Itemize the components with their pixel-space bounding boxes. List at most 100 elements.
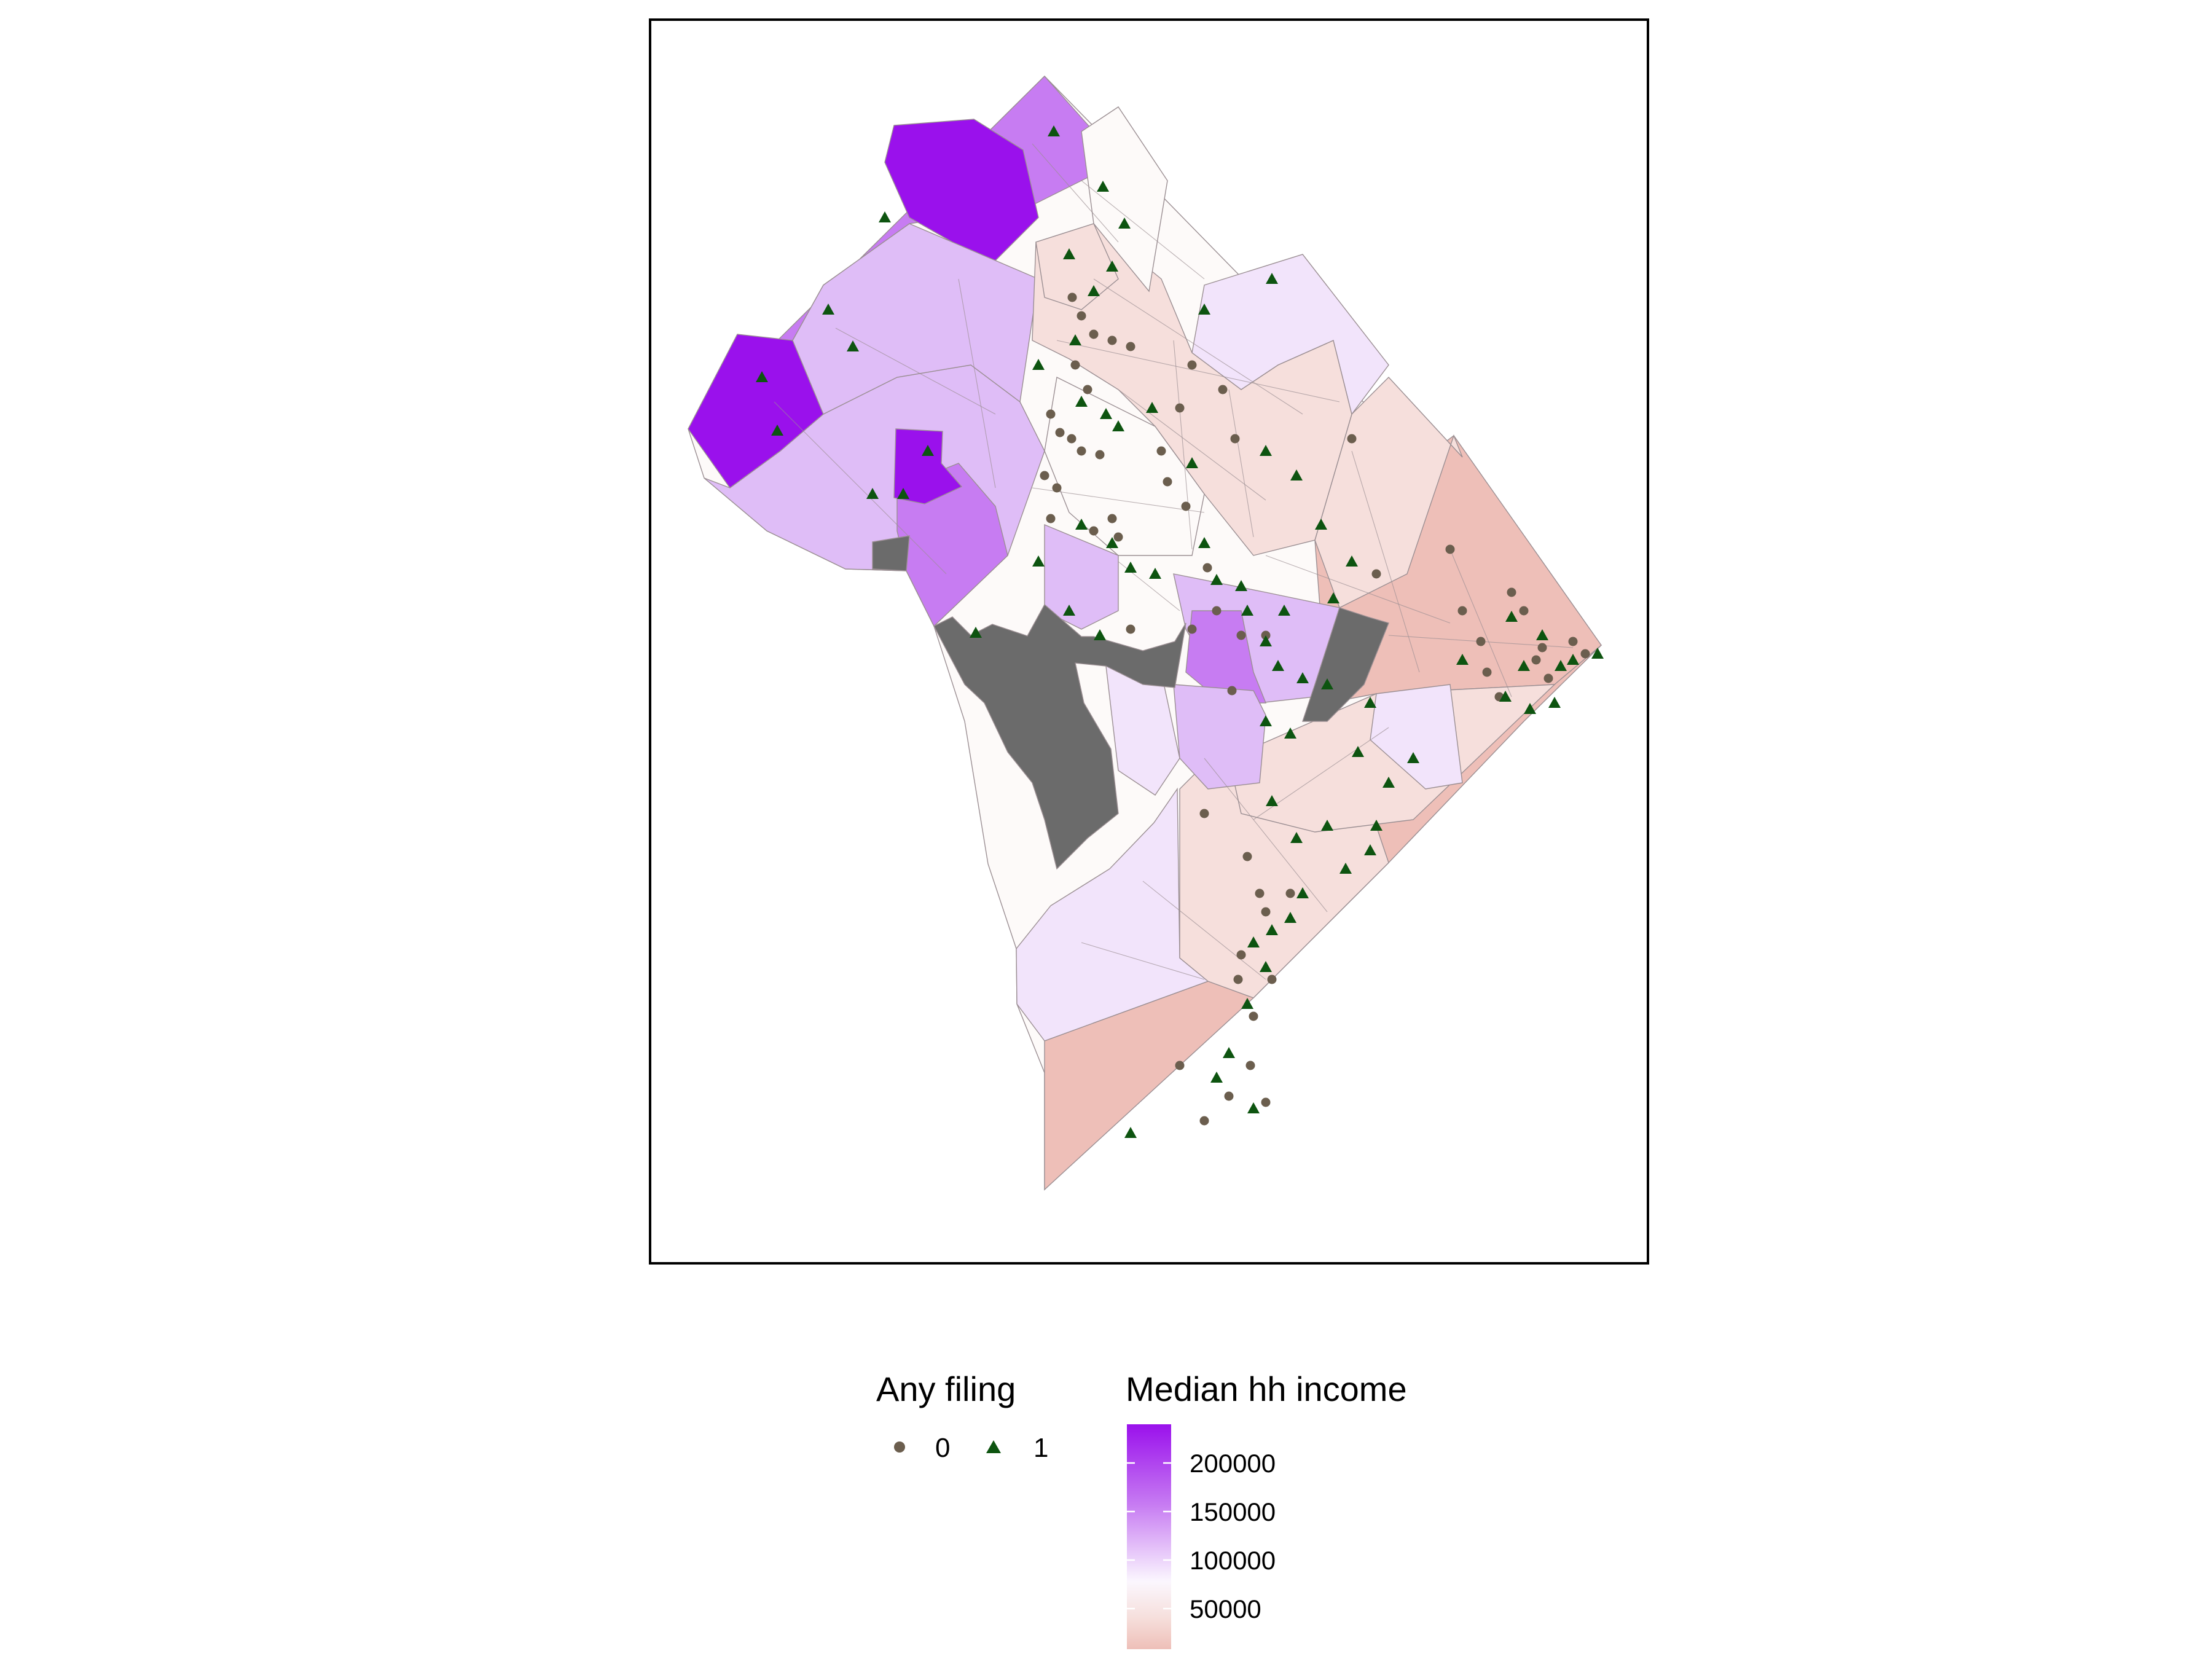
filing-point-1	[1266, 795, 1278, 806]
filing-point-0	[1261, 907, 1271, 917]
filing-point-1	[1210, 1072, 1223, 1083]
filing-point-1	[1407, 752, 1419, 763]
filing-point-1	[1290, 469, 1303, 480]
filing-point-0	[1236, 950, 1246, 960]
filing-point-0	[1040, 471, 1049, 480]
filing-point-1	[1548, 697, 1561, 708]
filing-point-0	[1113, 532, 1123, 542]
filing-point-1	[1124, 1127, 1137, 1138]
filing-point-0	[1267, 975, 1277, 984]
filing-point-0	[1537, 643, 1547, 653]
filing-point-0	[1089, 329, 1099, 339]
filing-point-1	[1266, 273, 1278, 284]
tract-nw-white-cells	[1081, 106, 1168, 292]
filing-point-0	[1227, 686, 1237, 696]
filing-point-0	[1107, 335, 1117, 345]
filing-point-0	[1218, 385, 1228, 394]
filing-point-1	[1266, 924, 1278, 935]
filing-point-1	[1370, 820, 1382, 831]
tract-se-river-purple	[1185, 610, 1267, 704]
filing-point-0	[1476, 637, 1486, 646]
filing-point-1	[1278, 605, 1290, 616]
filing-point-0	[1249, 1011, 1258, 1021]
filing-point-1	[1321, 820, 1333, 831]
tract-border-line	[1093, 278, 1303, 415]
tract-border-line	[1056, 340, 1340, 402]
filing-point-0	[1046, 514, 1056, 524]
filing-point-0	[1242, 852, 1252, 861]
filing-point-0	[1199, 809, 1209, 818]
filing-point-0	[1187, 624, 1197, 634]
filing-point-1	[1290, 832, 1303, 843]
tract-brightwood	[1035, 223, 1119, 310]
filing-point-1	[1260, 635, 1272, 646]
legend-filing-label-1: 1	[1033, 1433, 1049, 1463]
tract-border-line	[1265, 555, 1451, 624]
income-colorbar-fill	[1127, 1424, 1171, 1649]
filing-point-0	[1255, 888, 1265, 898]
tract-border-line	[958, 278, 996, 488]
filing-point-1	[1346, 555, 1358, 567]
filing-point-1	[1339, 863, 1352, 874]
filing-point-1	[1518, 660, 1530, 671]
filing-point-1	[1032, 359, 1045, 370]
filing-point-0	[1187, 360, 1197, 370]
filing-point-0	[1347, 434, 1357, 444]
filing-point-1	[1241, 605, 1253, 616]
filing-point-1	[1235, 580, 1247, 591]
filing-point-0	[1077, 446, 1086, 456]
filing-point-0	[1156, 446, 1166, 456]
filing-point-0	[1507, 587, 1516, 597]
legend-filing-keys	[894, 1440, 1001, 1453]
filing-point-1	[1146, 402, 1158, 413]
filing-point-1	[1100, 408, 1112, 419]
tract-missing-water	[933, 603, 1186, 870]
filing-point-1	[1198, 304, 1210, 315]
filing-point-1	[1296, 887, 1309, 898]
tract-border-line	[1204, 758, 1328, 912]
filing-point-1	[1094, 629, 1106, 640]
filing-point-0	[1519, 606, 1529, 616]
tract-border-line	[1142, 880, 1266, 980]
filing-point-0	[1126, 624, 1135, 634]
filing-point-0	[1070, 360, 1080, 370]
tract-east-light	[1370, 684, 1463, 790]
filing-point-1	[1296, 672, 1309, 683]
filing-point-1	[1124, 562, 1137, 573]
filing-point-1	[1382, 777, 1395, 788]
filing-point-1	[1364, 697, 1376, 708]
filing-point-1	[1118, 218, 1131, 229]
filing-point-1	[1456, 654, 1469, 665]
filing-point-0	[1175, 1061, 1185, 1070]
filing-point-1	[1555, 660, 1567, 671]
filing-point-1	[847, 340, 859, 351]
filing-point-1	[1327, 592, 1339, 603]
tract-central-mid	[1044, 524, 1119, 630]
dc-tract-map	[688, 75, 1604, 1191]
map-panel	[649, 18, 1649, 1265]
filing-point-1	[756, 371, 768, 382]
filing-point-0	[1052, 483, 1062, 493]
tract-border-line	[1032, 143, 1119, 243]
tract-missing-1	[872, 535, 910, 571]
filing-point-0	[1083, 385, 1092, 394]
filing-point-1	[866, 488, 879, 499]
filing-point-1	[1505, 611, 1518, 622]
filing-point-1	[1063, 605, 1075, 616]
filing-point-1	[1097, 181, 1109, 192]
filing-point-1	[1223, 1047, 1235, 1058]
filing-point-0	[1095, 450, 1105, 460]
filing-point-1	[1032, 555, 1045, 567]
filing-point-0	[1212, 606, 1222, 616]
filing-point-1	[897, 488, 909, 499]
filing-point-1	[1106, 261, 1118, 272]
filing-point-1	[1284, 728, 1296, 739]
filing-point-1	[1149, 568, 1161, 579]
filing-point-1	[1241, 998, 1253, 1009]
filing-point-0	[1089, 526, 1099, 536]
filing-point-1	[970, 627, 982, 638]
filing-point-0	[1181, 501, 1191, 511]
filing-point-1	[1048, 125, 1060, 136]
income-tick-100000: 100000	[1190, 1546, 1276, 1575]
tract-missing-east-river	[1302, 607, 1389, 722]
